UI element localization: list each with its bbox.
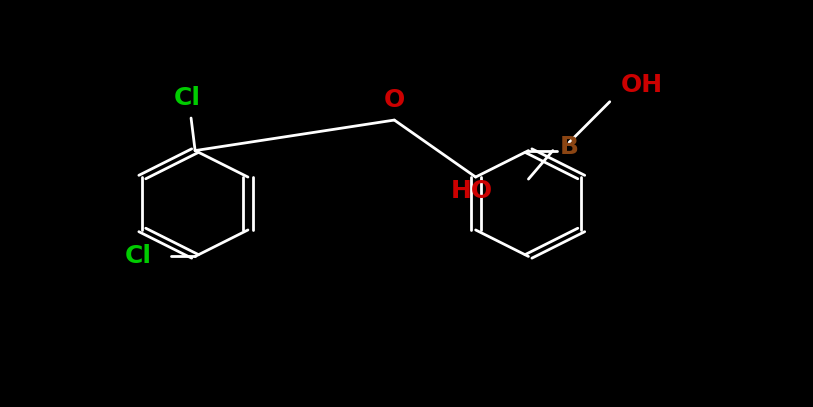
Text: B: B bbox=[559, 135, 579, 158]
Text: OH: OH bbox=[621, 74, 663, 97]
Text: Cl: Cl bbox=[173, 86, 201, 109]
Text: O: O bbox=[384, 88, 405, 112]
Text: HO: HO bbox=[450, 179, 493, 203]
Text: Cl: Cl bbox=[124, 245, 152, 268]
